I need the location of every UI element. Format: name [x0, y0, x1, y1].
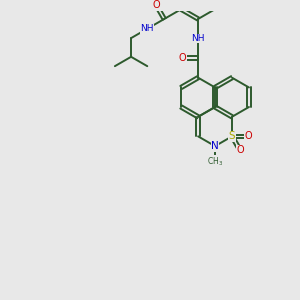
Text: S: S: [229, 131, 235, 141]
Text: O: O: [236, 145, 244, 155]
Text: O: O: [152, 0, 160, 10]
Text: O: O: [178, 53, 186, 63]
Text: O: O: [244, 131, 252, 141]
Text: CH$_3$: CH$_3$: [207, 156, 223, 168]
Text: N: N: [211, 141, 219, 151]
Text: NH: NH: [140, 24, 154, 33]
Text: NH: NH: [191, 34, 205, 43]
